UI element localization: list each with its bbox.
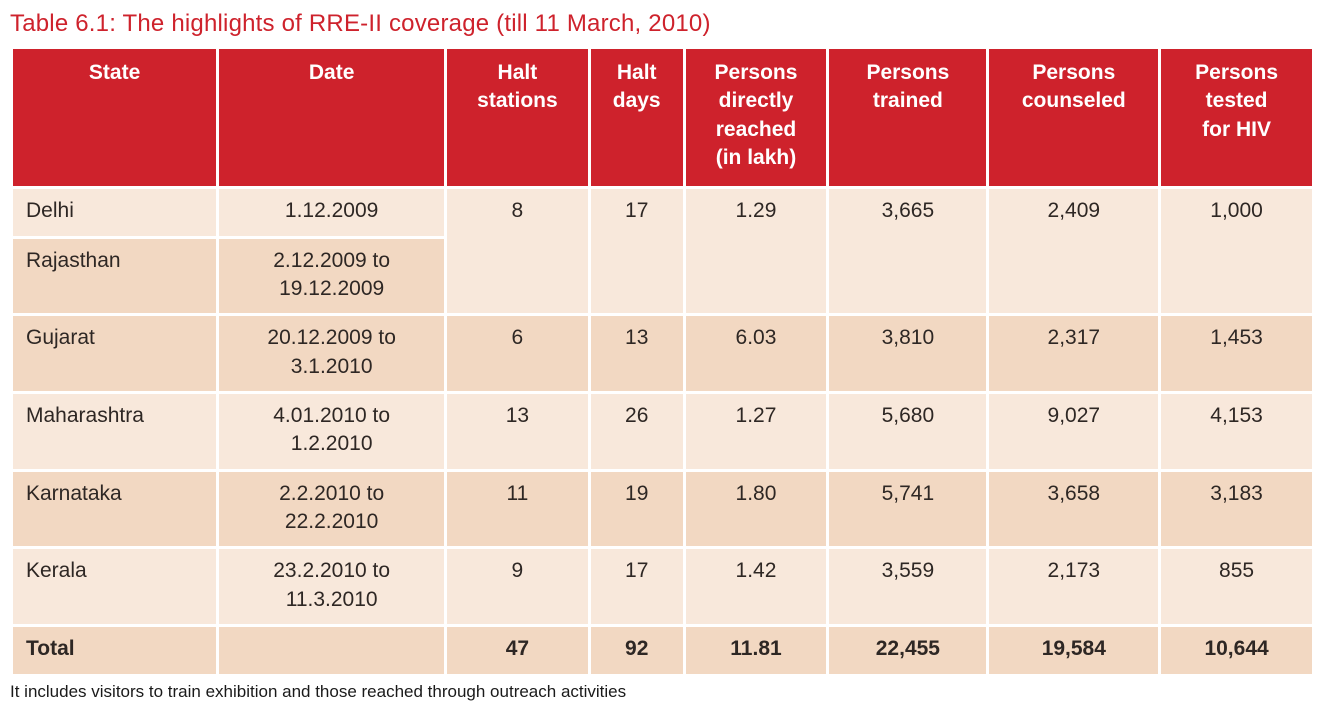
total-persons-directly-reached: 11.81 [685,627,827,674]
table-row-rajasthan: Rajasthan 2.12.2009 to 19.12.2009 [13,238,1312,314]
cell-date: 23.2.2010 to 11.3.2010 [219,549,445,625]
cell-halt-days: 17 [590,189,683,314]
cell-halt-stations: 9 [447,549,588,625]
cell-halt-stations: 11 [447,471,588,547]
cell-persons-counseled: 2,317 [989,316,1159,392]
cell-date: 2.2.2010 to 22.2.2010 [219,471,445,547]
cell-date: 1.12.2009 [219,189,445,236]
cell-persons-tested-for-hiv: 1,000 [1161,189,1312,314]
col-header-halt-days: Halt days [590,49,683,187]
footnote: It includes visitors to train exhibition… [10,681,627,701]
cell-persons-tested-for-hiv: 4,153 [1161,394,1312,469]
cell-halt-stations: 13 [447,394,588,469]
col-header-state: State [13,49,217,187]
cell-halt-stations: 6 [447,316,588,392]
table-body: Delhi 1.12.2009 8 17 1.29 3,665 2,409 1,000 Raja… [13,189,1312,674]
cell-halt-days: 17 [590,549,683,625]
col-header-persons-tested-for-hiv: Persons tested for HIV [1161,49,1312,187]
cell-state: Kerala [13,549,217,625]
col-header-persons-trained: Persons trained [829,49,987,187]
total-date-empty [219,627,445,674]
cell-persons-trained: 3,559 [829,549,987,625]
cell-date: 2.12.2009 to 19.12.2009 [219,238,445,314]
total-halt-days: 92 [590,627,683,674]
total-persons-tested-for-hiv: 10,644 [1161,627,1312,674]
cell-halt-stations: 8 [447,189,588,314]
cell-persons-directly-reached: 1.27 [685,394,827,469]
cell-persons-trained: 5,680 [829,394,987,469]
col-header-halt-stations: Halt stations [447,49,588,187]
cell-persons-directly-reached: 1.80 [685,471,827,547]
total-halt-stations: 47 [447,627,588,674]
cell-state: Rajasthan [13,238,217,314]
cell-persons-counseled: 2,409 [989,189,1159,314]
cell-halt-days: 13 [590,316,683,392]
cell-state: Karnataka [13,471,217,547]
rre-coverage-table: State Date Halt stations Halt days Persons dire… [10,46,1315,677]
table-row-karnataka: Karnataka 2.2.2010 to 22.2.2010 11 19 1.80 5,7… [13,471,1312,547]
table-title: Table 6.1: The highlights of RRE-II cove… [10,10,711,37]
col-header-persons-directly-reached: Persons directly reached (in lakh) [685,49,827,187]
table-header: State Date Halt stations Halt days Persons dire… [13,49,1312,187]
cell-date: 4.01.2010 to 1.2.2010 [219,394,445,469]
cell-persons-tested-for-hiv: 855 [1161,549,1312,625]
cell-persons-trained: 5,741 [829,471,987,547]
table-row-kerala: Kerala 23.2.2010 to 11.3.2010 9 17 1.42 3,559 2… [13,549,1312,625]
cell-persons-directly-reached: 1.29 [685,189,827,314]
table-row-gujarat: Gujarat 20.12.2009 to 3.1.2010 6 13 6.03 3,810… [13,316,1312,392]
cell-persons-tested-for-hiv: 3,183 [1161,471,1312,547]
cell-persons-counseled: 3,658 [989,471,1159,547]
cell-state: Delhi [13,189,217,236]
cell-persons-trained: 3,665 [829,189,987,314]
cell-persons-counseled: 9,027 [989,394,1159,469]
total-persons-trained: 22,455 [829,627,987,674]
cell-state: Maharashtra [13,394,217,469]
total-label: Total [13,627,217,674]
cell-persons-tested-for-hiv: 1,453 [1161,316,1312,392]
col-header-persons-counseled: Persons counseled [989,49,1159,187]
col-header-date: Date [219,49,445,187]
cell-persons-trained: 3,810 [829,316,987,392]
cell-persons-counseled: 2,173 [989,549,1159,625]
total-row: Total 47 92 11.81 22,455 19,584 10,644 [13,627,1312,674]
cell-persons-directly-reached: 1.42 [685,549,827,625]
header-row: State Date Halt stations Halt days Persons dire… [13,49,1312,187]
table-row-maharashtra: Maharashtra 4.01.2010 to 1.2.2010 13 26 1.27 5… [13,394,1312,469]
cell-halt-days: 26 [590,394,683,469]
table-row-delhi: Delhi 1.12.2009 8 17 1.29 3,665 2,409 1,000 [13,189,1312,314]
total-persons-counseled: 19,584 [989,627,1159,674]
cell-state: Gujarat [13,316,217,392]
cell-halt-days: 19 [590,471,683,547]
cell-date: 20.12.2009 to 3.1.2010 [219,316,445,392]
cell-persons-directly-reached: 6.03 [685,316,827,392]
